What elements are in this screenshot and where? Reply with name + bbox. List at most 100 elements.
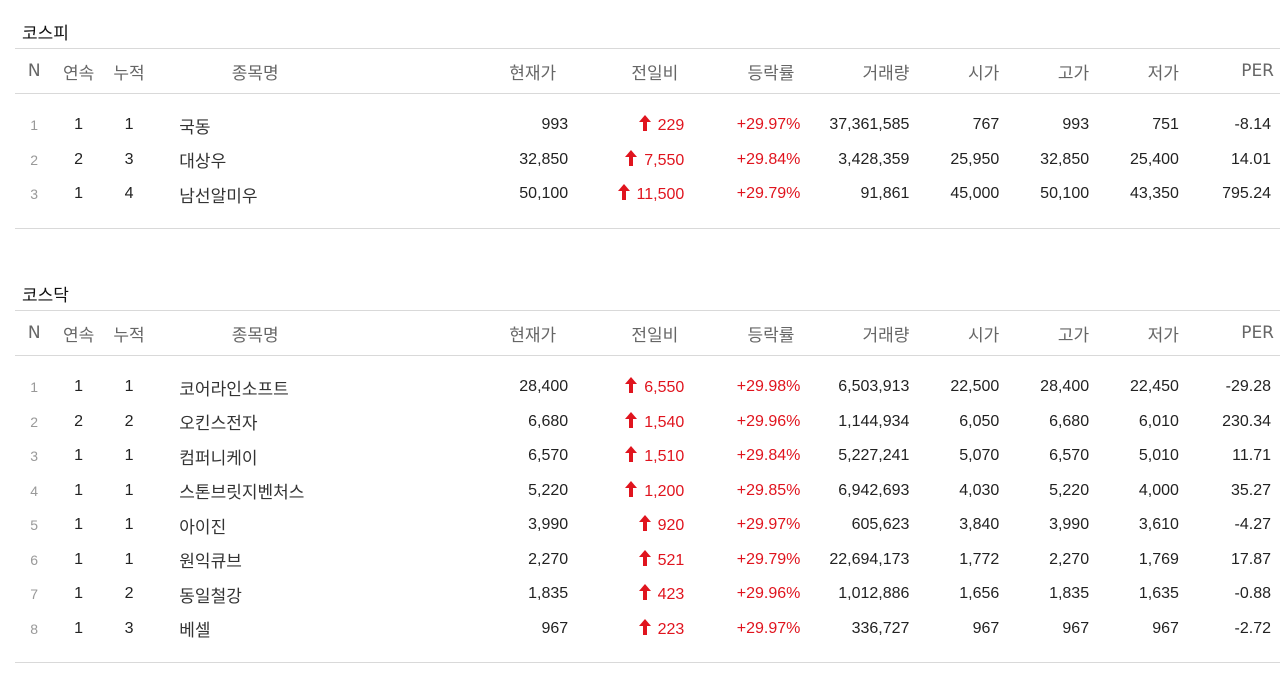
row-low: 1,769 bbox=[1138, 550, 1179, 568]
table-row: 4 1 1 스톤브릿지벤처스 5,220 1,200 +29.85% 6,942,693 4,0… bbox=[15, 474, 1280, 509]
col-rate[interactable]: 등락률 bbox=[684, 48, 801, 94]
col-rate[interactable]: 등락률 bbox=[684, 310, 801, 356]
change-value: 6,550 bbox=[644, 379, 685, 397]
row-price: 2,270 bbox=[528, 550, 569, 568]
row-open: 1,656 bbox=[959, 585, 1000, 603]
kosdaq-table: N 연속 누적 종목명 현재가 전일비 등락률 거래량 시가 고가 저가 PER… bbox=[15, 310, 1280, 663]
stock-name-link[interactable]: 남선알미우 bbox=[179, 186, 258, 207]
row-price: 32,850 bbox=[519, 150, 569, 168]
row-open: 1,772 bbox=[959, 550, 1000, 568]
row-high: 2,270 bbox=[1049, 550, 1090, 568]
col-change[interactable]: 전일비 bbox=[568, 48, 685, 94]
up-arrow-icon bbox=[638, 549, 651, 566]
col-high[interactable]: 고가 bbox=[999, 48, 1090, 94]
row-n: 4 bbox=[30, 482, 39, 499]
up-arrow-icon bbox=[638, 115, 651, 132]
row-volume: 5,227,241 bbox=[838, 447, 910, 465]
change-value: 223 bbox=[657, 620, 685, 638]
row-volume: 1,144,934 bbox=[838, 412, 910, 430]
row-consecutive: 1 bbox=[74, 481, 84, 499]
col-volume[interactable]: 거래량 bbox=[800, 310, 910, 356]
col-consecutive[interactable]: 연속 bbox=[53, 48, 104, 94]
kospi-rows: 1 1 1 국동 993 229 +29.97% 37,361,585 767 993 751 -8.… bbox=[15, 94, 1280, 229]
row-volume: 6,942,693 bbox=[838, 481, 910, 499]
row-volume: 3,428,359 bbox=[838, 150, 910, 168]
up-arrow-icon bbox=[617, 184, 630, 201]
row-change: 521 bbox=[568, 543, 684, 578]
col-n[interactable]: N bbox=[15, 310, 54, 356]
change-value: 11,500 bbox=[636, 186, 685, 204]
row-per: 11.71 bbox=[1232, 447, 1271, 465]
row-price: 6,680 bbox=[528, 412, 569, 430]
kospi-title: 코스피 bbox=[22, 24, 69, 44]
table-row: 6 1 1 원익큐브 2,270 521 +29.79% 22,694,173 1,772 2,2… bbox=[15, 543, 1280, 578]
col-cumulative[interactable]: 누적 bbox=[103, 310, 155, 356]
col-price[interactable]: 현재가 bbox=[356, 48, 569, 94]
row-high: 967 bbox=[1062, 619, 1090, 637]
col-name[interactable]: 종목명 bbox=[154, 48, 357, 94]
row-rate: +29.79% bbox=[736, 185, 801, 203]
stock-name-link[interactable]: 아이진 bbox=[179, 517, 227, 538]
header-row: N 연속 누적 종목명 현재가 전일비 등락률 거래량 시가 고가 저가 PER bbox=[15, 310, 1280, 356]
col-volume[interactable]: 거래량 bbox=[800, 48, 910, 94]
row-change: 1,510 bbox=[568, 439, 684, 474]
stock-name-link[interactable]: 컴퍼니케이 bbox=[179, 448, 258, 469]
col-open[interactable]: 시가 bbox=[909, 48, 1000, 94]
col-n[interactable]: N bbox=[15, 48, 54, 94]
col-cumulative[interactable]: 누적 bbox=[103, 48, 155, 94]
row-rate: +29.98% bbox=[736, 378, 801, 396]
change-value: 1,200 bbox=[644, 482, 685, 500]
col-change[interactable]: 전일비 bbox=[568, 310, 685, 356]
col-low[interactable]: 저가 bbox=[1089, 310, 1179, 356]
row-open: 4,030 bbox=[959, 481, 1000, 499]
col-per[interactable]: PER bbox=[1178, 48, 1280, 94]
up-arrow-icon bbox=[625, 411, 638, 428]
row-low: 25,400 bbox=[1130, 150, 1179, 168]
row-high: 50,100 bbox=[1040, 185, 1090, 203]
col-per[interactable]: PER bbox=[1178, 310, 1280, 356]
row-per: 35.27 bbox=[1230, 481, 1271, 499]
row-cumulative: 1 bbox=[124, 516, 134, 534]
kospi-table: N 연속 누적 종목명 현재가 전일비 등락률 거래량 시가 고가 저가 PER… bbox=[15, 48, 1280, 229]
table-row: 1 1 1 코어라인소프트 28,400 6,550 +29.98% 6,503,913 22,… bbox=[15, 370, 1280, 405]
row-per: -0.88 bbox=[1234, 585, 1271, 603]
row-cumulative: 1 bbox=[124, 378, 134, 396]
row-change: 423 bbox=[568, 577, 684, 612]
col-consecutive[interactable]: 연속 bbox=[53, 310, 104, 356]
stock-name-link[interactable]: 스톤브릿지벤처스 bbox=[179, 483, 305, 504]
row-per: 795.24 bbox=[1222, 185, 1271, 203]
row-low: 6,010 bbox=[1138, 412, 1179, 430]
stock-name-link[interactable]: 코어라인소프트 bbox=[179, 379, 289, 400]
row-low: 751 bbox=[1152, 116, 1179, 134]
stock-name-link[interactable]: 대상우 bbox=[179, 152, 227, 173]
col-high[interactable]: 고가 bbox=[999, 310, 1090, 356]
stock-name-link[interactable]: 국동 bbox=[179, 117, 211, 138]
stock-name-link[interactable]: 동일철강 bbox=[179, 586, 242, 607]
col-price[interactable]: 현재가 bbox=[356, 310, 569, 356]
row-rate: +29.96% bbox=[736, 412, 801, 430]
row-n: 5 bbox=[30, 517, 39, 534]
row-high: 1,835 bbox=[1049, 585, 1090, 603]
stock-name-link[interactable]: 오킨스전자 bbox=[179, 414, 258, 435]
row-n: 3 bbox=[30, 448, 39, 465]
row-low: 43,350 bbox=[1130, 185, 1179, 203]
row-low: 1,635 bbox=[1138, 585, 1179, 603]
row-rate: +29.84% bbox=[736, 447, 801, 465]
col-open[interactable]: 시가 bbox=[909, 310, 1000, 356]
col-low[interactable]: 저가 bbox=[1089, 48, 1179, 94]
stock-name-link[interactable]: 원익큐브 bbox=[179, 552, 242, 573]
row-rate: +29.85% bbox=[736, 481, 801, 499]
table-row: 8 1 3 베셀 967 223 +29.97% 336,727 967 967 967 -2.72 bbox=[15, 612, 1280, 647]
stock-name-link[interactable]: 베셀 bbox=[179, 621, 211, 642]
row-consecutive: 2 bbox=[74, 412, 84, 430]
change-value: 521 bbox=[657, 551, 685, 569]
row-price: 50,100 bbox=[519, 185, 569, 203]
row-consecutive: 1 bbox=[74, 550, 84, 568]
table-row: 2 2 2 오킨스전자 6,680 1,540 +29.96% 1,144,934 6,050 6… bbox=[15, 405, 1280, 440]
row-rate: +29.84% bbox=[736, 150, 801, 168]
row-low: 967 bbox=[1152, 619, 1179, 637]
col-name[interactable]: 종목명 bbox=[154, 310, 357, 356]
row-rate: +29.97% bbox=[736, 516, 801, 534]
row-consecutive: 1 bbox=[74, 378, 84, 396]
row-low: 22,450 bbox=[1130, 378, 1179, 396]
